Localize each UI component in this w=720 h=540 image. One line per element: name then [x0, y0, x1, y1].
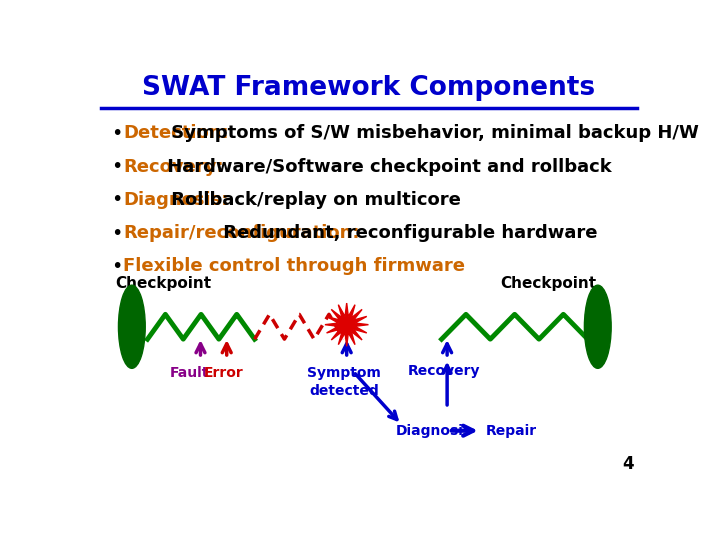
Text: •: •: [111, 191, 122, 210]
Text: Fault: Fault: [170, 366, 209, 380]
Text: Checkpoint: Checkpoint: [115, 275, 211, 291]
Text: •: •: [111, 257, 122, 276]
Ellipse shape: [585, 285, 611, 368]
Text: Flexible control through firmware: Flexible control through firmware: [124, 258, 466, 275]
Text: Recovery: Hardware/Software checkpoint and rollback: Recovery: Hardware/Software checkpoint a…: [124, 158, 675, 176]
Polygon shape: [325, 303, 369, 346]
Text: Rollback/replay on multicore: Rollback/replay on multicore: [165, 191, 461, 209]
Text: Diagnosis: Diagnosis: [396, 424, 472, 438]
Text: •: •: [111, 224, 122, 242]
Text: Repair: Repair: [486, 424, 537, 438]
Text: Recovery: Recovery: [408, 364, 480, 378]
Text: Repair/reconfiguration:: Repair/reconfiguration:: [124, 224, 360, 242]
Text: Redundant, reconfigurable hardware: Redundant, reconfigurable hardware: [217, 224, 598, 242]
Text: Detection:: Detection:: [124, 124, 229, 143]
Text: Symptom
detected: Symptom detected: [307, 366, 381, 397]
Text: Diagnosis: Rollback/replay on multicore: Diagnosis: Rollback/replay on multicore: [124, 191, 525, 209]
Text: Recovery:: Recovery:: [124, 158, 224, 176]
Text: Error: Error: [204, 366, 244, 380]
Text: •: •: [111, 124, 122, 143]
Text: •: •: [111, 157, 122, 176]
Text: 4: 4: [622, 455, 634, 473]
Text: Detection: Symptoms of S/W misbehavior, minimal backup H/W: Detection: Symptoms of S/W misbehavior, …: [124, 124, 720, 143]
Text: SWAT Framework Components: SWAT Framework Components: [143, 75, 595, 100]
Text: Diagnosis:: Diagnosis:: [124, 191, 229, 209]
Text: Checkpoint: Checkpoint: [500, 275, 596, 291]
Text: Repair/reconfiguration: Redundant, reconfigurable hardware: Repair/reconfiguration: Redundant, recon…: [124, 224, 720, 242]
Text: Symptoms of S/W misbehavior, minimal backup H/W: Symptoms of S/W misbehavior, minimal bac…: [165, 124, 698, 143]
Ellipse shape: [119, 285, 145, 368]
Text: Hardware/Software checkpoint and rollback: Hardware/Software checkpoint and rollbac…: [161, 158, 611, 176]
